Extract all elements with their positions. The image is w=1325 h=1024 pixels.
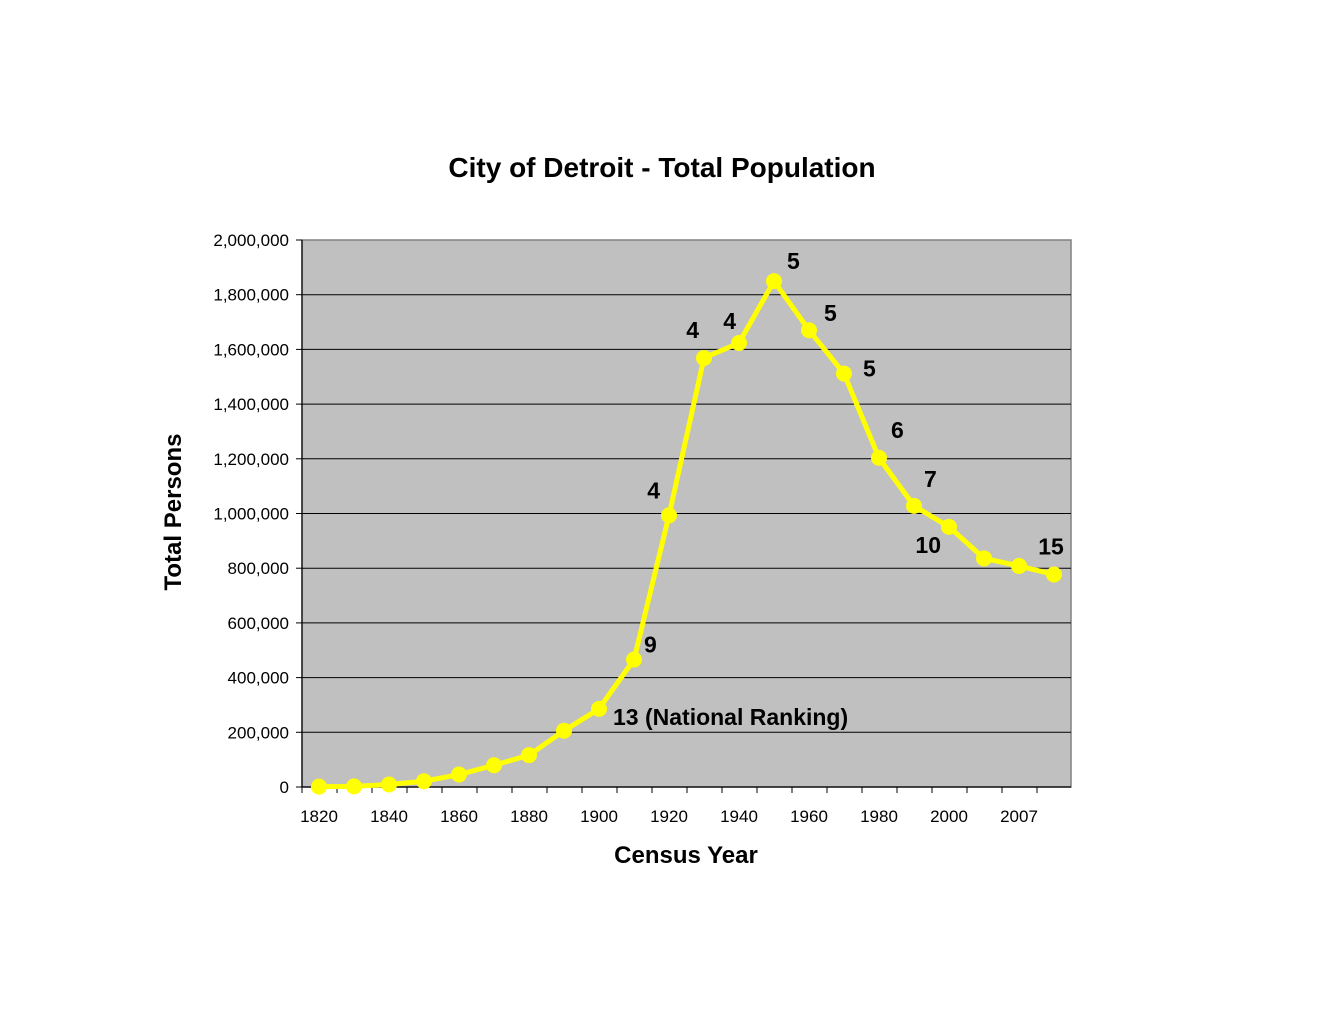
gridlines <box>302 294 1071 733</box>
y-tick-label: 1,400,000 <box>213 395 289 414</box>
x-tick-label: 2007 <box>1000 807 1038 826</box>
y-tick-label: 400,000 <box>228 669 289 688</box>
x-tick-label: 1900 <box>580 807 618 826</box>
data-point <box>1011 558 1027 575</box>
data-point <box>941 518 957 535</box>
data-point <box>1046 566 1062 583</box>
data-points <box>311 273 1062 795</box>
y-tick-label: 2,000,000 <box>213 231 289 250</box>
ranking-label: 10 <box>915 532 941 558</box>
data-point <box>731 334 747 351</box>
x-tick-label: 1880 <box>510 807 548 826</box>
data-point <box>801 322 817 339</box>
y-axis-label: Total Persons <box>160 434 187 591</box>
x-tick-label: 1860 <box>440 807 478 826</box>
y-tick-label: 1,600,000 <box>213 340 289 359</box>
data-point <box>906 497 922 514</box>
x-axis-label: Census Year <box>614 842 758 869</box>
y-tick-label: 800,000 <box>228 559 289 578</box>
x-tick-label: 1940 <box>720 807 758 826</box>
data-point <box>416 773 432 790</box>
data-point <box>591 700 607 717</box>
y-tick-label: 600,000 <box>228 614 289 633</box>
ranking-label: 4 <box>647 477 660 503</box>
y-tick-label: 1,800,000 <box>213 286 289 305</box>
y-tick-label: 1,200,000 <box>213 450 289 469</box>
x-tick-label: 1820 <box>300 807 338 826</box>
data-point <box>381 776 397 793</box>
data-point <box>346 778 362 795</box>
data-point <box>696 349 712 366</box>
series-line <box>318 278 1055 790</box>
x-tick-label: 1920 <box>650 807 688 826</box>
data-point <box>451 766 467 783</box>
y-tick-label: 200,000 <box>228 723 289 742</box>
ranking-label: 5 <box>787 248 800 274</box>
chart-title: City of Detroit - Total Population <box>448 152 875 183</box>
ranking-label: 4 <box>686 317 699 343</box>
ranking-label: 5 <box>824 300 837 326</box>
y-axis: 0 200,000 400,000 600,000 800,000 1,000,000 1,… <box>213 231 303 797</box>
data-point <box>556 722 572 739</box>
data-point <box>976 550 992 567</box>
ranking-label: 5 <box>863 356 876 382</box>
x-tick-label: 2000 <box>930 807 968 826</box>
ranking-label: 6 <box>891 417 904 443</box>
ranking-label: 13 (National Ranking) <box>613 704 848 730</box>
data-point <box>626 651 642 668</box>
x-tick-label: 1960 <box>790 807 828 826</box>
data-point <box>521 747 537 764</box>
y-tick-label: 1,000,000 <box>213 505 289 524</box>
ranking-label: 4 <box>723 308 736 334</box>
data-point <box>871 449 887 466</box>
x-tick-label: 1840 <box>370 807 408 826</box>
ranking-label: 7 <box>924 466 937 492</box>
series-path <box>318 278 1055 790</box>
ranking-label: 9 <box>644 632 657 658</box>
data-point <box>311 778 327 795</box>
y-tick-label: 0 <box>280 778 289 797</box>
x-axis: 1820 1840 1860 1880 1900 1920 1940 1960 1980 2000… <box>300 786 1071 826</box>
ranking-label: 15 <box>1038 533 1064 559</box>
data-point <box>486 757 502 774</box>
data-point <box>836 365 852 382</box>
data-point <box>766 273 782 290</box>
x-tick-label: 1980 <box>860 807 898 826</box>
data-point <box>661 507 677 524</box>
